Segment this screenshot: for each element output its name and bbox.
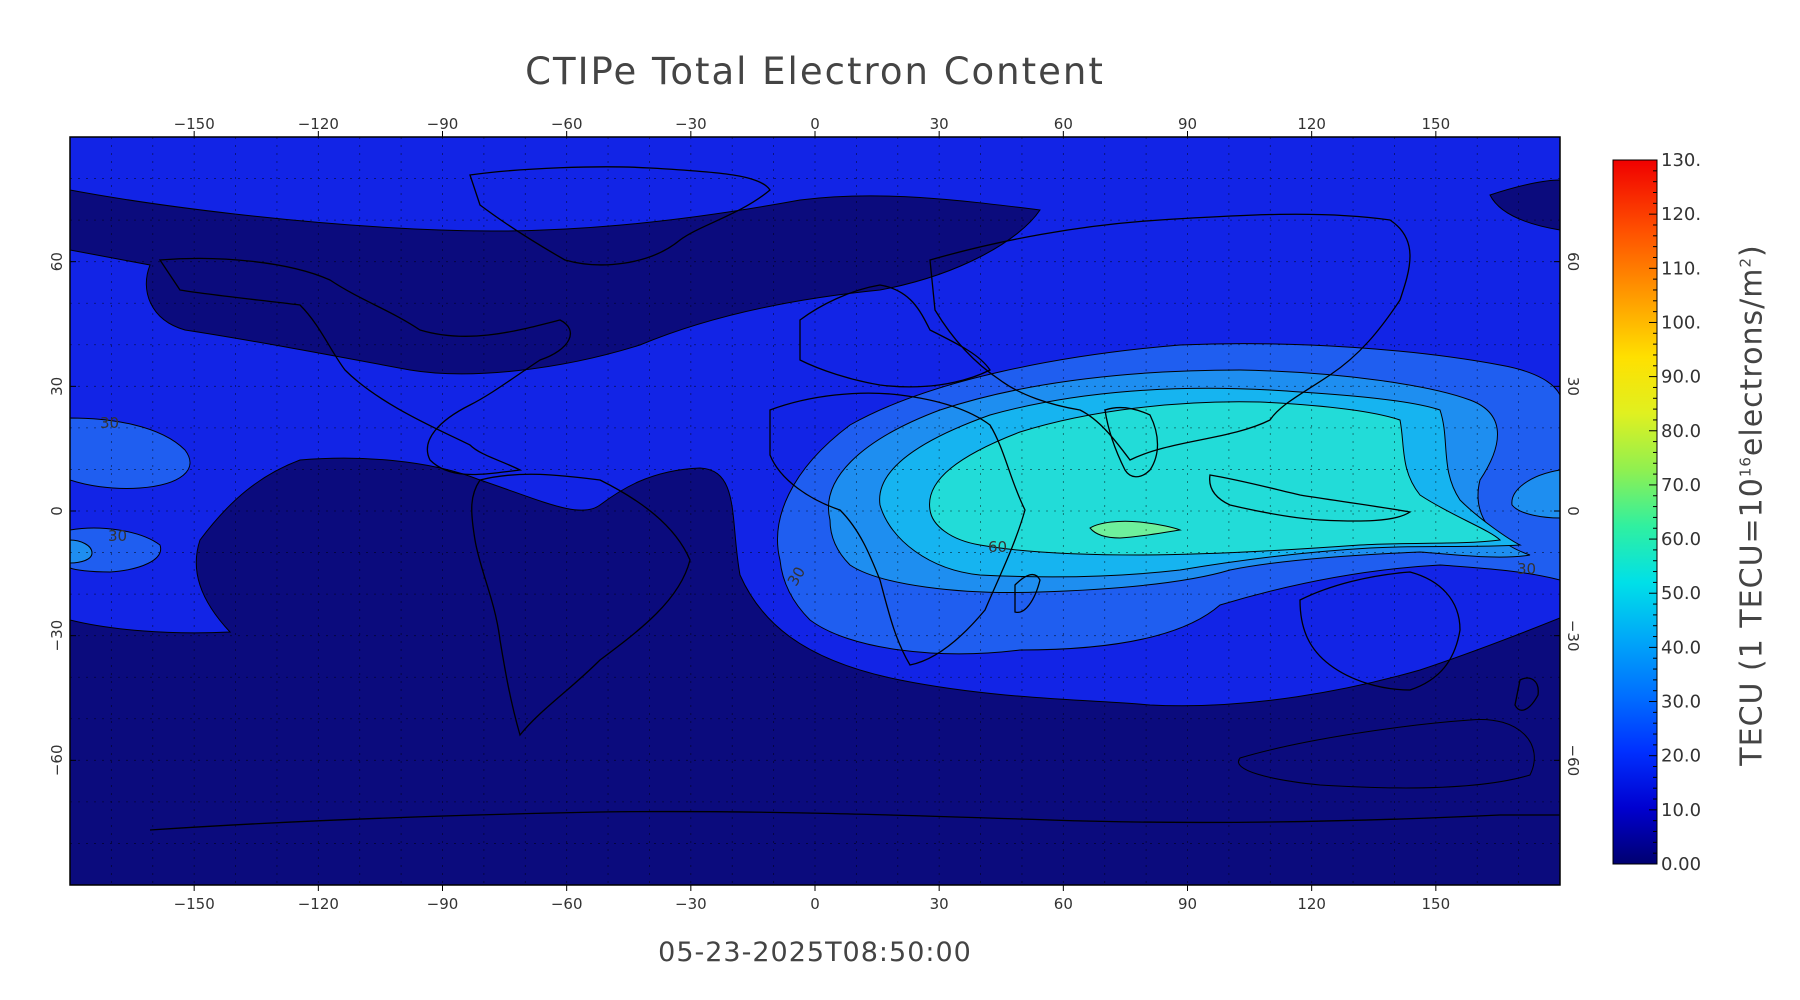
madagascar-coast: [1014, 573, 1041, 613]
colorbar-tick-label: 30.0: [1661, 692, 1701, 713]
lon-label-bottom: 120: [1297, 895, 1326, 913]
colorbar-tick-labels: 130. 120. 110. 100. 90.0 80.0 70.0 60.0 50.0 40.0…: [1661, 150, 1701, 875]
tec-level-0-southpatch-region: [1237, 718, 1535, 789]
lon-label-top: 120: [1297, 115, 1326, 133]
lon-label-top: −90: [427, 115, 459, 133]
lat-label-left: 30: [48, 377, 66, 396]
lon-label-top: −60: [551, 115, 583, 133]
colorbar-label: TECU (1 TECU=1016electrons/m2): [1735, 244, 1770, 765]
lon-label-top: 0: [810, 115, 820, 133]
tec-level-20-west-region: [70, 417, 191, 489]
graticule: [70, 137, 1560, 885]
page-title: CTIPe Total Electron Content: [525, 50, 1105, 93]
indonesia-coast: [1209, 474, 1412, 522]
greenland-coast: [469, 166, 771, 266]
colorbar-tick-label: 130.: [1661, 150, 1701, 171]
coastlines: [149, 166, 1560, 831]
tec-level-60-region: [1089, 520, 1182, 539]
lon-label-bottom: 150: [1422, 895, 1451, 913]
colorbar-tick-label: 90.0: [1661, 367, 1701, 388]
lat-label-right: 60: [1564, 252, 1582, 271]
tec-level-0-north-region: [70, 189, 1041, 375]
north-america-coast: [158, 257, 572, 476]
colorbar-tick-label: 110.: [1661, 258, 1701, 279]
lon-label-bottom: −150: [174, 895, 215, 913]
colorbar-tick-label: 100.: [1661, 312, 1701, 333]
colorbar-tick-label: 10.0: [1661, 800, 1701, 821]
lon-label-top: −30: [675, 115, 707, 133]
colorbar-tick-label: 60.0: [1661, 529, 1701, 550]
colorbar-label-suffix: ): [1734, 244, 1770, 258]
lat-label-right: −60: [1564, 745, 1582, 777]
colorbar-tick-label: 20.0: [1661, 746, 1701, 767]
lon-label-bottom: 0: [810, 895, 820, 913]
asia-coast: [929, 213, 1411, 461]
colorbar-tick-label: 50.0: [1661, 583, 1701, 604]
lon-label-bottom: −90: [427, 895, 459, 913]
tec-level-30-eastedge-region: [1511, 469, 1560, 519]
antarctica-coast: [149, 810, 1560, 831]
colorbar-tick-label: 70.0: [1661, 475, 1701, 496]
colorbar-tick-label: 40.0: [1661, 637, 1701, 658]
tec-map[interactable]: 30 30 60 30 30: [70, 137, 1560, 885]
contour-label: 30: [100, 414, 119, 432]
lon-label-bottom: −30: [675, 895, 707, 913]
lon-label-top: −120: [298, 115, 339, 133]
lon-label-bottom: 90: [1178, 895, 1197, 913]
contour-label: 60: [988, 538, 1007, 556]
timestamp: 05-23-2025T08:50:00: [658, 937, 972, 968]
europe-coast: [799, 284, 991, 388]
lon-label-bottom: −120: [298, 895, 339, 913]
colorbar-tick-label: 120.: [1661, 204, 1701, 225]
colorbar-label-prefix: TECU (1 TECU=10: [1734, 477, 1770, 766]
lat-label-right: −30: [1564, 620, 1582, 652]
colorbar-tick-label: 0.00: [1661, 854, 1701, 875]
lat-label-right: 0: [1564, 506, 1582, 516]
colorbar-label-exponent: 16: [1736, 456, 1755, 478]
lon-label-bottom: −60: [551, 895, 583, 913]
tec-level-20-westlow-region: [70, 527, 162, 573]
lat-label-left: 0: [48, 506, 66, 516]
lon-label-top: 30: [930, 115, 949, 133]
lon-label-top: −150: [174, 115, 215, 133]
contour-label: 30: [108, 527, 127, 545]
contour-label: 30: [1517, 560, 1536, 578]
africa-coast: [769, 392, 1026, 666]
map-axis-ticks: [70, 131, 1560, 891]
lon-label-bottom: 30: [930, 895, 949, 913]
lon-label-top: 90: [1178, 115, 1197, 133]
lat-label-left: 60: [48, 252, 66, 271]
new-zealand-coast: [1514, 677, 1539, 711]
lon-label-bottom: 60: [1054, 895, 1073, 913]
australia-coast: [1299, 571, 1461, 691]
colorbar-ticks: [1649, 159, 1657, 865]
tec-level-30-westdot-region: [70, 539, 93, 564]
tec-level-0-northeast-region: [1489, 179, 1560, 231]
lat-label-right: 30: [1564, 377, 1582, 396]
map-axis-labels: −150−150−120−120−90−90−60−60−30−30003030…: [48, 115, 1582, 913]
colorbar-tick-label: 80.0: [1661, 421, 1701, 442]
lat-label-left: −60: [48, 745, 66, 777]
colorbar-label-exponent2: 2: [1736, 257, 1755, 268]
colorbar-label-mid: electrons/m: [1734, 267, 1770, 457]
south-america-coast: [471, 473, 691, 737]
lon-label-top: 150: [1422, 115, 1451, 133]
lat-label-left: −30: [48, 620, 66, 652]
tec-level-50-region: [929, 401, 1502, 556]
colorbar: [1612, 159, 1658, 865]
india-coast: [1104, 406, 1159, 478]
lon-label-top: 60: [1054, 115, 1073, 133]
